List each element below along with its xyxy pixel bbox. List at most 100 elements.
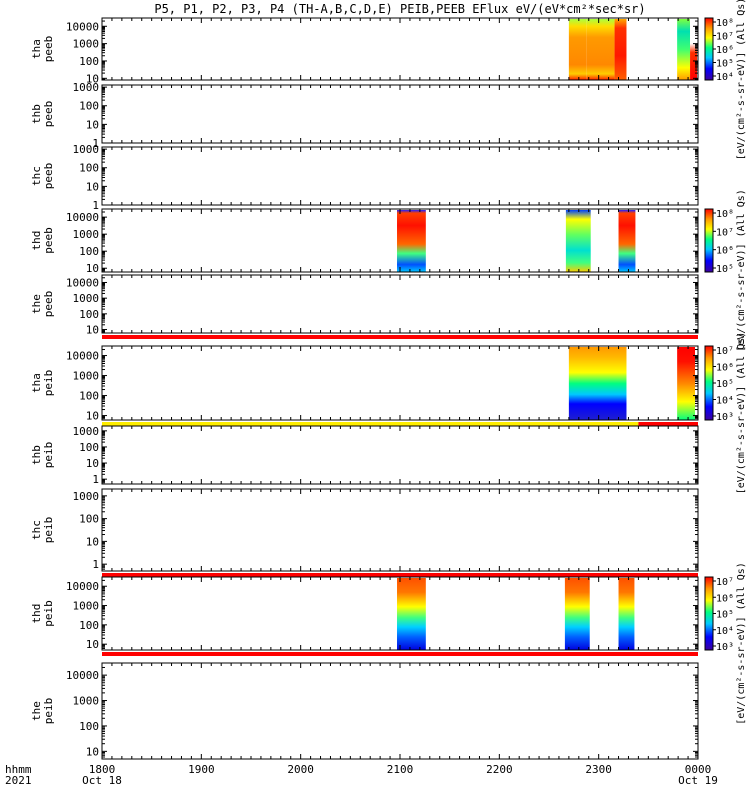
y-axis-label-line: thd — [30, 604, 43, 624]
panel-thc-peeb: 1 10 100 1000 thcpeeb — [30, 143, 699, 212]
colorbar-tick-label: 10⁴ — [716, 626, 734, 637]
y-tick-label: 1000 — [73, 143, 100, 156]
y-tick-label: 10 — [86, 745, 99, 758]
y-tick-label: 100 — [79, 308, 99, 321]
status-bar — [102, 573, 698, 577]
y-axis-label-line: peeb — [42, 163, 55, 190]
colorbar-tick-label: 10⁵ — [716, 264, 734, 275]
colorbar-tick-label: 10⁶ — [716, 363, 734, 374]
y-tick-label: 1 — [92, 473, 99, 486]
y-axis-label-line: thb — [30, 104, 43, 124]
y-axis-label: thcpeib — [30, 517, 55, 544]
x-tick-label: 2100 — [387, 763, 414, 776]
colorbar-tick-label: 10³ — [716, 412, 734, 423]
panel-frame — [101, 274, 699, 334]
spectrogram-block — [586, 19, 615, 80]
spectrogram-block — [565, 210, 591, 272]
colorbar-tick-label: 10⁵ — [716, 610, 734, 621]
colorbar — [704, 17, 714, 81]
colorbar-tick-label: 10⁶ — [716, 246, 734, 257]
spectrogram-block — [677, 347, 696, 420]
y-tick-label: 1000 — [73, 695, 100, 708]
y-tick-label: 100 — [79, 245, 99, 258]
y-tick-label: 10 — [86, 262, 99, 275]
y-tick-label: 100 — [79, 55, 99, 68]
y-tick-label: 1000 — [73, 81, 100, 94]
y-tick-label: 10000 — [66, 20, 99, 33]
panel-thb-peib: 1 10 100 1000 thbpeib — [30, 425, 699, 486]
y-axis-label: thdpeeb — [30, 227, 55, 254]
y-tick-label: 100 — [79, 100, 99, 113]
panel-frame — [101, 425, 699, 485]
spectrogram-block — [614, 19, 627, 80]
y-axis-label: thapeeb — [30, 36, 55, 63]
y-axis-label: thcpeeb — [30, 163, 55, 190]
y-tick-label: 10000 — [66, 276, 99, 289]
y-tick-label: 100 — [79, 513, 99, 526]
colorbar-tick-label: 10⁷ — [716, 227, 734, 238]
colorbar-tick-label: 10⁶ — [716, 593, 734, 604]
y-tick-label: 10 — [86, 72, 99, 85]
y-tick-label: 10000 — [66, 669, 99, 682]
colorbar — [704, 208, 714, 273]
spectrogram-block — [397, 578, 426, 650]
panel-frame — [101, 84, 699, 144]
end-date-label: Oct 19 — [678, 774, 718, 787]
colorbar-tick-label: 10⁷ — [716, 346, 734, 357]
y-axis-label-line: the — [30, 294, 43, 314]
y-axis-label-line: peeb — [42, 36, 55, 63]
y-axis-label-line: peeb — [42, 291, 55, 318]
y-axis-label-line: peib — [42, 370, 55, 397]
x-axis: 1800 1900 2000 2100 2200 2300 0000 — [89, 763, 712, 776]
colorbar-label: [eV/(cm²-s-sr-eV)] (All Qs) — [736, 332, 747, 495]
colorbar-tick-label: 10⁶ — [716, 45, 734, 56]
spectrogram-block — [618, 578, 635, 650]
colorbar-tick-label: 10⁴ — [716, 396, 734, 407]
figure-title: P5, P1, P2, P3, P4 (TH-A,B,C,D,E) PEIB,P… — [154, 2, 645, 16]
spectrogram-block — [568, 347, 627, 420]
y-axis-label-line: peeb — [42, 101, 55, 128]
y-tick-label: 1000 — [73, 228, 100, 241]
x-tick-label: 2000 — [287, 763, 314, 776]
panel-thc-peib: 1 10 100 1000 thcpeib — [30, 488, 699, 577]
y-axis-label-line: peib — [42, 517, 55, 544]
y-axis-label-line: thb — [30, 445, 43, 465]
y-axis-label-line: the — [30, 701, 43, 721]
colorbar-label: [eV/(cm²-s-sr-eV)] (All Qs) — [736, 0, 747, 160]
spectrogram-block — [677, 19, 691, 80]
y-axis-label-line: thc — [30, 520, 43, 540]
y-tick-label: 1 — [92, 137, 99, 150]
panel-the-peeb: 10 100 1000 10000 thepeeb — [30, 274, 699, 339]
colorbar-tick-label: 10³ — [716, 642, 734, 653]
y-axis-label: thepeib — [30, 698, 55, 725]
y-axis-label: thbpeib — [30, 442, 55, 469]
status-bar — [102, 652, 698, 656]
y-tick-label: 10 — [86, 410, 99, 423]
y-tick-label: 1000 — [73, 38, 100, 51]
y-tick-label: 1000 — [73, 490, 100, 503]
y-tick-label: 10 — [86, 118, 99, 131]
y-tick-label: 10000 — [66, 580, 99, 593]
panel-thb-peeb: 1 10 100 1000 thbpeeb — [30, 81, 699, 150]
y-tick-label: 100 — [79, 441, 99, 454]
colorbar-tick-label: 10⁴ — [716, 72, 734, 83]
y-axis-label-line: peeb — [42, 227, 55, 254]
y-tick-label: 1 — [92, 558, 99, 571]
y-tick-label: 100 — [79, 720, 99, 733]
colorbar-tick-label: 10⁵ — [716, 59, 734, 70]
year-label: 2021 — [5, 774, 32, 787]
status-bar — [638, 422, 698, 426]
y-axis-label-line: tha — [30, 39, 43, 59]
y-axis-label: thdpeib — [30, 600, 55, 627]
x-tick-label: 2200 — [486, 763, 513, 776]
colorbar-tick-label: 10⁷ — [716, 577, 734, 588]
status-bar — [102, 422, 639, 426]
status-bar — [102, 335, 698, 339]
y-tick-label: 10 — [86, 457, 99, 470]
panel-frame — [101, 662, 699, 760]
x-tick-label: 1800 — [89, 763, 116, 776]
